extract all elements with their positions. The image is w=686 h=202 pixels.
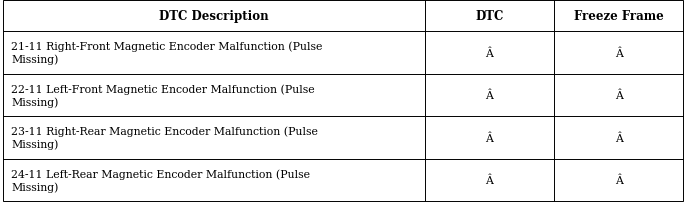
Text: 22-11 Left-Front Magnetic Encoder Malfunction (Pulse
Missing): 22-11 Left-Front Magnetic Encoder Malfun… bbox=[11, 84, 315, 107]
Text: 21-11 Right-Front Magnetic Encoder Malfunction (Pulse
Missing): 21-11 Right-Front Magnetic Encoder Malfu… bbox=[11, 41, 322, 65]
Text: DTC: DTC bbox=[475, 10, 504, 23]
Text: Â: Â bbox=[486, 48, 493, 58]
Text: Â: Â bbox=[615, 90, 622, 101]
Text: Â: Â bbox=[486, 90, 493, 101]
Text: Â: Â bbox=[486, 133, 493, 143]
Text: 23-11 Right-Rear Magnetic Encoder Malfunction (Pulse
Missing): 23-11 Right-Rear Magnetic Encoder Malfun… bbox=[11, 126, 318, 149]
Text: Freeze Frame: Freeze Frame bbox=[573, 10, 663, 23]
Text: Â: Â bbox=[615, 175, 622, 185]
Text: Â: Â bbox=[615, 133, 622, 143]
Text: Â: Â bbox=[615, 48, 622, 58]
Text: Â: Â bbox=[486, 175, 493, 185]
Text: DTC Description: DTC Description bbox=[159, 10, 268, 23]
Text: 24-11 Left-Rear Magnetic Encoder Malfunction (Pulse
Missing): 24-11 Left-Rear Magnetic Encoder Malfunc… bbox=[11, 168, 310, 192]
